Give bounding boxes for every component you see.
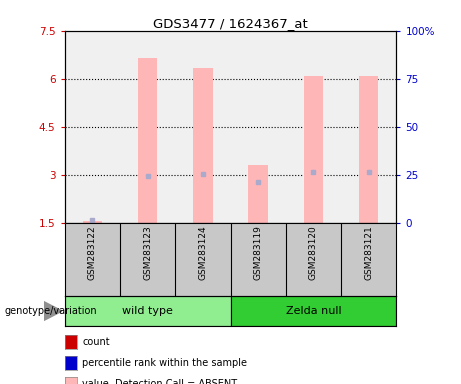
Text: Zelda null: Zelda null — [286, 306, 341, 316]
Text: GSM283123: GSM283123 — [143, 225, 152, 280]
Text: GSM283120: GSM283120 — [309, 225, 318, 280]
Bar — [230, 296, 396, 326]
Text: GSM283121: GSM283121 — [364, 225, 373, 280]
Text: genotype/variation: genotype/variation — [5, 306, 97, 316]
Text: GSM283119: GSM283119 — [254, 225, 263, 280]
Text: count: count — [82, 337, 110, 347]
Text: percentile rank within the sample: percentile rank within the sample — [82, 358, 247, 368]
Text: GSM283124: GSM283124 — [198, 225, 207, 280]
Text: wild type: wild type — [122, 306, 173, 316]
Bar — [193, 68, 213, 223]
Title: GDS3477 / 1624367_at: GDS3477 / 1624367_at — [153, 17, 308, 30]
Bar — [138, 58, 157, 223]
Text: GSM283122: GSM283122 — [88, 225, 97, 280]
Bar — [248, 165, 268, 223]
Bar — [83, 221, 102, 223]
Text: value, Detection Call = ABSENT: value, Detection Call = ABSENT — [82, 379, 237, 384]
Bar — [359, 76, 378, 223]
Bar — [65, 296, 230, 326]
Bar — [304, 76, 323, 223]
Polygon shape — [44, 302, 62, 320]
